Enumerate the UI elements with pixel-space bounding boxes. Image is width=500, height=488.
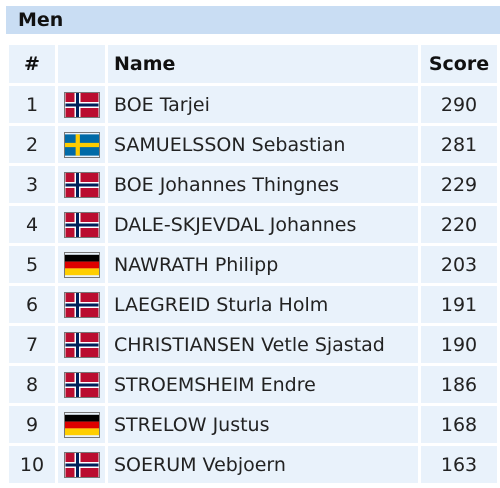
- rank-column-header[interactable]: #: [9, 45, 55, 83]
- flag-cell: [58, 126, 105, 163]
- rank-cell: 10: [9, 446, 55, 483]
- flag-cell: [58, 206, 105, 243]
- rank-cell: 8: [9, 366, 55, 403]
- score-cell: 203: [421, 246, 497, 283]
- rank-cell: 2: [9, 126, 55, 163]
- table-row[interactable]: 4 DALE-SKJEVDAL Johannes 220: [9, 206, 497, 243]
- score-cell: 290: [421, 86, 497, 123]
- norway-flag-icon: [65, 452, 99, 477]
- norway-flag-icon: [65, 92, 99, 117]
- athlete-name[interactable]: CHRISTIANSEN Vetle Sjastad: [108, 326, 418, 363]
- table-row[interactable]: 9 STRELOW Justus 168: [9, 406, 497, 443]
- name-column-header[interactable]: Name: [108, 45, 418, 83]
- score-cell: 186: [421, 366, 497, 403]
- flag-cell: [58, 286, 105, 323]
- sweden-flag-icon: [64, 133, 99, 157]
- rank-cell: 5: [9, 246, 55, 283]
- rank-cell: 4: [9, 206, 55, 243]
- rank-cell: 9: [9, 406, 55, 443]
- athlete-name[interactable]: BOE Johannes Thingnes: [108, 166, 418, 203]
- rank-cell: 1: [9, 86, 55, 123]
- athlete-name[interactable]: BOE Tarjei: [108, 86, 418, 123]
- flag-cell: [58, 246, 105, 283]
- athlete-name[interactable]: LAEGREID Sturla Holm: [108, 286, 418, 323]
- athlete-name[interactable]: SAMUELSSON Sebastian: [108, 126, 418, 163]
- ranking-table: # Name Score 1 BOE Tarjei 290 2 SAMUELSS…: [6, 42, 500, 486]
- section-title: Men: [6, 6, 500, 34]
- athlete-name[interactable]: NAWRATH Philipp: [108, 246, 418, 283]
- norway-flag-icon: [65, 212, 99, 237]
- athlete-name[interactable]: DALE-SKJEVDAL Johannes: [108, 206, 418, 243]
- flag-cell: [58, 366, 105, 403]
- score-cell: 163: [421, 446, 497, 483]
- score-cell: 229: [421, 166, 497, 203]
- table-row[interactable]: 5 NAWRATH Philipp 203: [9, 246, 497, 283]
- rank-cell: 6: [9, 286, 55, 323]
- flag-cell: [58, 166, 105, 203]
- germany-flag-icon: [64, 413, 99, 437]
- score-cell: 281: [421, 126, 497, 163]
- flag-cell: [58, 406, 105, 443]
- score-cell: 190: [421, 326, 497, 363]
- table-row[interactable]: 1 BOE Tarjei 290: [9, 86, 497, 123]
- rank-cell: 3: [9, 166, 55, 203]
- flag-cell: [58, 446, 105, 483]
- table-row[interactable]: 2 SAMUELSSON Sebastian 281: [9, 126, 497, 163]
- norway-flag-icon: [65, 372, 99, 397]
- rank-cell: 7: [9, 326, 55, 363]
- score-cell: 191: [421, 286, 497, 323]
- germany-flag-icon: [64, 253, 99, 277]
- score-cell: 220: [421, 206, 497, 243]
- norway-flag-icon: [65, 292, 99, 317]
- table-row[interactable]: 8 STROEMSHEIM Endre 186: [9, 366, 497, 403]
- norway-flag-icon: [65, 172, 99, 197]
- athlete-name[interactable]: SOERUM Vebjoern: [108, 446, 418, 483]
- table-row[interactable]: 10 SOERUM Vebjoern 163: [9, 446, 497, 483]
- flag-cell: [58, 86, 105, 123]
- norway-flag-icon: [65, 332, 99, 357]
- score-cell: 168: [421, 406, 497, 443]
- table-row[interactable]: 3 BOE Johannes Thingnes 229: [9, 166, 497, 203]
- score-column-header[interactable]: Score: [421, 45, 497, 83]
- table-header-row: # Name Score: [9, 45, 497, 83]
- athlete-name[interactable]: STRELOW Justus: [108, 406, 418, 443]
- flag-cell: [58, 326, 105, 363]
- table-row[interactable]: 7 CHRISTIANSEN Vetle Sjastad 190: [9, 326, 497, 363]
- athlete-name[interactable]: STROEMSHEIM Endre: [108, 366, 418, 403]
- flag-column-header: [58, 45, 105, 83]
- table-row[interactable]: 6 LAEGREID Sturla Holm 191: [9, 286, 497, 323]
